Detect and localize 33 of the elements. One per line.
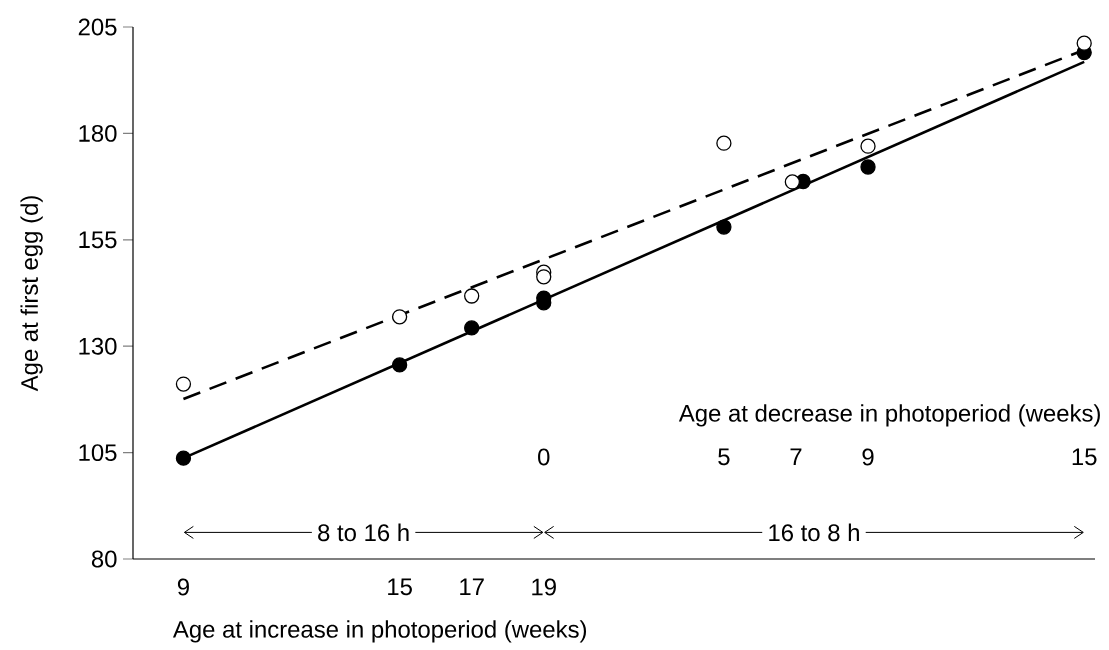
y-tick-label: 180 [79, 124, 117, 142]
x-tick-label: 17 [460, 578, 484, 595]
point [391, 309, 408, 325]
y-tick-label: 105 [79, 444, 117, 462]
x2-tick-label: 9 [862, 448, 874, 466]
annotation: 16 to 8 h [769, 523, 859, 542]
point [175, 450, 192, 466]
point [716, 135, 732, 151]
x-tick-label: 19 [532, 578, 556, 596]
x2-tick-label: 15 [1072, 448, 1097, 466]
point [464, 288, 480, 304]
y-tick-label: 155 [79, 231, 117, 249]
y-tick-label: 205 [78, 18, 117, 36]
point [175, 376, 192, 392]
y-axis-title: Age at first egg (d) [20, 196, 43, 392]
point [784, 174, 801, 190]
point [860, 159, 876, 175]
x2-tick-label: 0 [538, 448, 550, 466]
point [860, 138, 876, 154]
point [464, 320, 480, 336]
y-tick-label: 80 [91, 550, 117, 568]
x-axis-title: Age at increase in photoperiod (weeks) [172, 620, 587, 643]
x2-axis-title: Age at decrease in photoperiod (weeks) [678, 404, 1100, 427]
annotation: 8 to 16 h [318, 523, 409, 542]
x-tick-label: 15 [388, 578, 412, 596]
y-tick-label: 130 [79, 337, 117, 355]
point [716, 219, 732, 235]
x2-tick-label: 5 [718, 448, 730, 466]
x2-tick-label: 7 [790, 448, 802, 465]
point [1076, 35, 1092, 51]
x-tick-label: 9 [177, 578, 189, 596]
point [391, 357, 408, 373]
point [536, 269, 552, 285]
